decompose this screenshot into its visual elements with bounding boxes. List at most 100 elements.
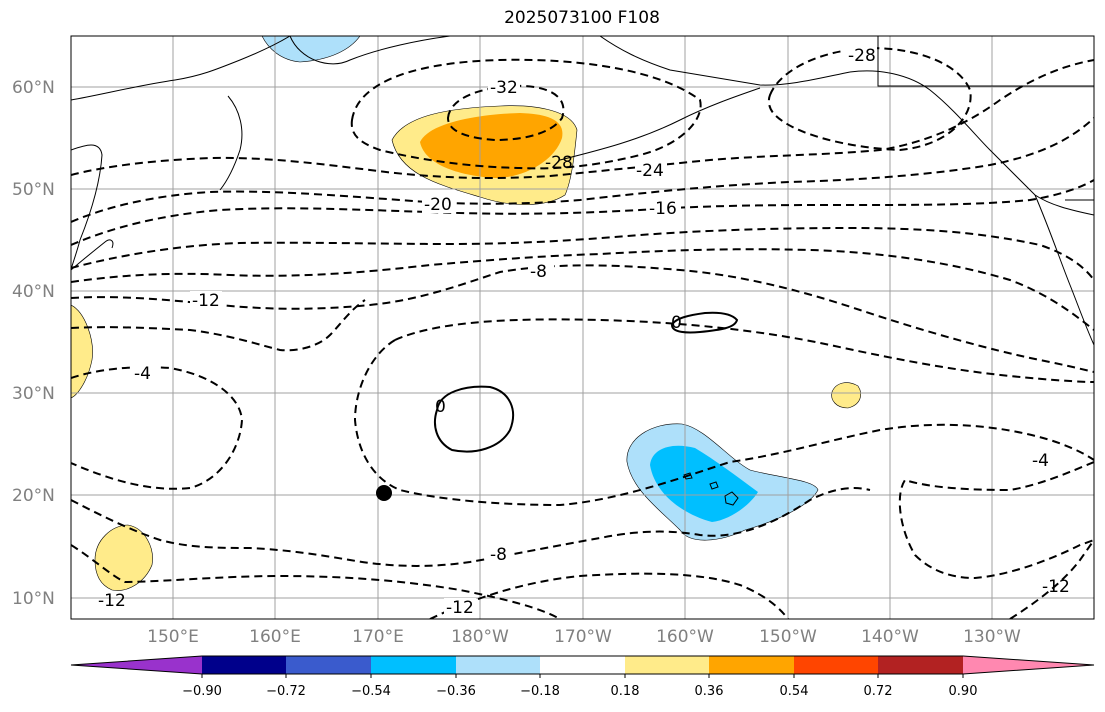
contour-neg20 bbox=[71, 117, 1094, 223]
lon-label: 160°E bbox=[249, 627, 301, 647]
coast-hawaii-island bbox=[724, 491, 739, 506]
colorbar-segment bbox=[963, 656, 1094, 674]
contour-neg12-w bbox=[71, 299, 366, 352]
lat-label: 40°N bbox=[12, 282, 55, 302]
coast-bc bbox=[1034, 194, 1094, 346]
colorbar-segment bbox=[625, 656, 709, 674]
contour-neg16 bbox=[71, 179, 1094, 246]
lon-label: 140°W bbox=[861, 627, 919, 647]
contour-label: -12 bbox=[192, 291, 220, 311]
contour-label: -16 bbox=[649, 199, 677, 219]
lon-label: 150°W bbox=[759, 627, 817, 647]
colorbar-tick-label: −0.54 bbox=[351, 684, 391, 699]
positive-anomaly-small-east bbox=[831, 382, 861, 409]
gridlines bbox=[71, 36, 1094, 619]
contours bbox=[71, 46, 1094, 619]
colorbar-segment bbox=[371, 656, 456, 674]
lat-label: 60°N bbox=[12, 78, 55, 98]
colorbar-segment bbox=[202, 656, 286, 674]
negative-anomaly-hawaii-core bbox=[650, 445, 758, 522]
colorbar-segment bbox=[878, 656, 963, 674]
coast-alaska-se bbox=[849, 70, 1094, 216]
contour-label: -20 bbox=[424, 195, 452, 215]
colorbar-segments bbox=[70, 655, 1095, 675]
coast-aleutian-1 bbox=[559, 87, 761, 161]
coast-okhotsk bbox=[71, 144, 103, 271]
colorbar-segment bbox=[286, 656, 371, 674]
contour-label: 0 bbox=[671, 313, 682, 333]
contour-label: -8 bbox=[490, 545, 507, 565]
coast-japan bbox=[71, 239, 114, 271]
negative-anomaly-arctic bbox=[261, 36, 361, 63]
contour-label: -28 bbox=[848, 46, 876, 66]
contour-label: -4 bbox=[134, 364, 151, 384]
positive-anomaly-west bbox=[71, 304, 93, 399]
colorbar-ticks bbox=[201, 674, 964, 678]
contour-label: -32 bbox=[490, 78, 518, 98]
contour-neg4-w bbox=[71, 366, 244, 490]
lon-label: 170°E bbox=[352, 627, 404, 647]
lon-label: 170°W bbox=[554, 627, 612, 647]
colorbar-tick-label: 0.72 bbox=[864, 684, 893, 699]
colorbar-tick-label: −0.18 bbox=[520, 684, 560, 699]
contour-label: -12 bbox=[98, 591, 126, 611]
lon-label: 150°E bbox=[147, 627, 199, 647]
colorbar-tick-label: −0.90 bbox=[182, 684, 222, 699]
coast-hawaii-oahu bbox=[683, 472, 693, 480]
lat-label: 10°N bbox=[12, 589, 55, 609]
lon-label: 180°W bbox=[451, 627, 509, 647]
map-frame bbox=[70, 35, 1095, 620]
contour-label: -28 bbox=[545, 153, 573, 173]
contour-neg12-n bbox=[71, 226, 1094, 281]
contour-label: -24 bbox=[636, 161, 664, 181]
coast-alaska bbox=[599, 36, 851, 86]
contour-label: -12 bbox=[446, 598, 474, 618]
contour-neg8-inner bbox=[71, 264, 1094, 373]
contour-labels: -28 -32 -28 -24 -20 -16 -8 -12 -4 0 0 -4… bbox=[98, 45, 1070, 618]
colorbar-tick-label: −0.36 bbox=[436, 684, 476, 699]
coast-yukon-border bbox=[877, 36, 1094, 87]
colorbar-segment bbox=[71, 656, 202, 674]
coast-kamchatka bbox=[219, 95, 243, 191]
contour-label: -12 bbox=[1042, 577, 1070, 597]
coast-hawaii-maui bbox=[709, 481, 719, 490]
contour-neg32 bbox=[446, 84, 565, 142]
contour-neg12-s2 bbox=[429, 572, 789, 619]
positive-anomaly-north-core bbox=[420, 113, 563, 178]
lat-label: 50°N bbox=[12, 180, 55, 200]
contour-neg8-n bbox=[71, 248, 1094, 331]
contour-label: 0 bbox=[435, 397, 446, 417]
contour-neg12-s bbox=[71, 544, 561, 619]
map-title: 2025073100 F108 bbox=[504, 8, 660, 28]
contour-zero-center bbox=[433, 385, 515, 453]
colorbar-segment bbox=[540, 656, 625, 674]
colorbar-tick-label: 0.90 bbox=[949, 684, 978, 699]
colorbar-tick-label: −0.72 bbox=[266, 684, 306, 699]
latitude-labels: 60°N 50°N 40°N 30°N 20°N 10°N bbox=[12, 78, 55, 609]
anomaly-shading bbox=[71, 36, 861, 591]
contour-neg4-e bbox=[898, 461, 1094, 580]
colorbar-segment bbox=[794, 656, 878, 674]
colorbar-tick-label: 0.18 bbox=[611, 684, 640, 699]
contour-neg4-c bbox=[353, 339, 1094, 507]
longitude-labels: 150°E 160°E 170°E 180°W 170°W 160°W 150°… bbox=[147, 627, 1021, 647]
contour-neg8-s bbox=[71, 487, 871, 567]
contour-label: -8 bbox=[530, 262, 547, 282]
contour-neg12-se bbox=[1009, 539, 1094, 619]
colorbar-segment bbox=[456, 656, 540, 674]
contour-neg8-big bbox=[394, 318, 1094, 383]
lon-label: 130°W bbox=[963, 627, 1021, 647]
lat-label: 20°N bbox=[12, 486, 55, 506]
storm-marker bbox=[376, 485, 392, 501]
lon-label: 160°W bbox=[656, 627, 714, 647]
colorbar-segment bbox=[709, 656, 794, 674]
positive-anomaly-southwest bbox=[94, 524, 153, 591]
coastlines bbox=[71, 36, 1094, 506]
lat-label: 30°N bbox=[12, 384, 55, 404]
contour-neg24 bbox=[71, 59, 1094, 179]
coast-bering bbox=[289, 36, 451, 65]
colorbar-tick-label: 0.36 bbox=[695, 684, 724, 699]
colorbar-tick-label: 0.54 bbox=[780, 684, 809, 699]
colorbar: −0.90 −0.72 −0.54 −0.36 −0.18 0.18 0.36 … bbox=[70, 655, 1095, 699]
